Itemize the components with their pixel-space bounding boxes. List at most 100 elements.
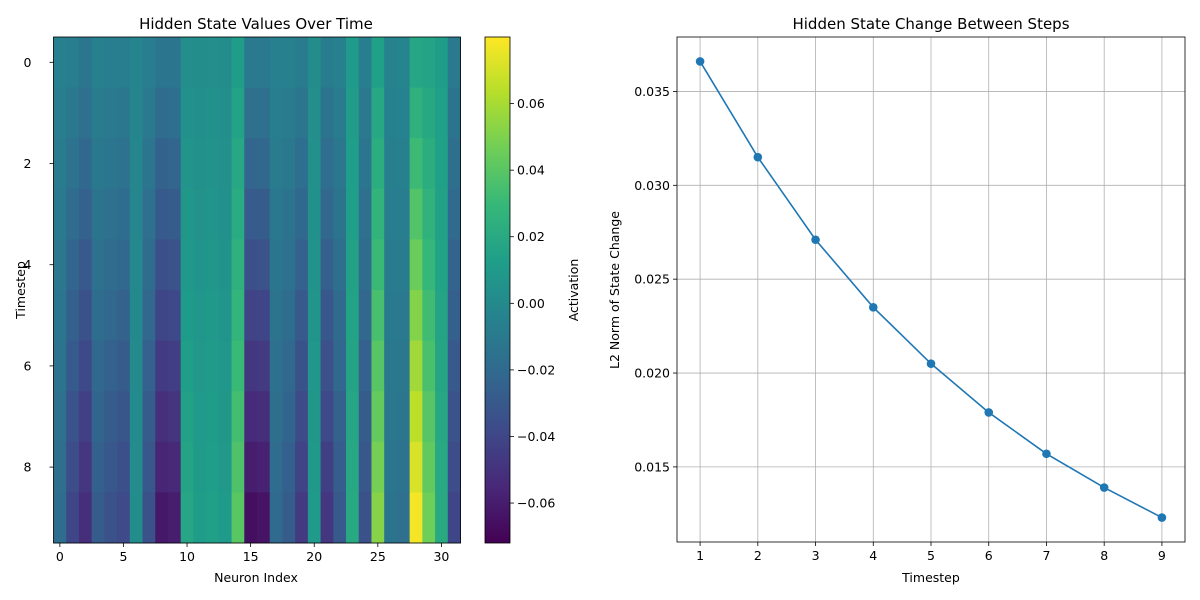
heatmap-cell: [180, 37, 194, 88]
heatmap-cell: [307, 188, 321, 240]
line-point: [811, 235, 820, 245]
heatmap-cell: [422, 340, 436, 392]
heatmap-cell: [320, 492, 334, 544]
heatmap-cell: [346, 340, 360, 392]
heatmap-cell: [218, 290, 232, 341]
heatmap-cell: [193, 492, 207, 544]
heatmap-cell: [117, 87, 131, 139]
colorbar: 0.06 0.04 0.02 0.00 −0.02 −0.04 −0.06 Activati…: [484, 36, 581, 544]
heatmap-cell: [447, 138, 461, 190]
heatmap-frame: [53, 36, 461, 544]
heatmap-cell: [244, 138, 258, 190]
heatmap-cell: [206, 87, 220, 139]
heatmap-cell: [435, 340, 449, 392]
heatmap-cell: [422, 441, 436, 493]
heatmap-cell: [91, 138, 105, 190]
heatmap-cell: [295, 391, 309, 443]
heatmap-cell: [435, 239, 449, 291]
heatmap-cell: [180, 138, 194, 190]
heatmap-cell: [396, 239, 411, 291]
line-x-tick-label: 3: [812, 548, 820, 563]
heatmap-cell: [91, 37, 105, 88]
heatmap-cell: [358, 492, 372, 544]
heatmap-cell: [396, 290, 411, 341]
heatmap-cell: [244, 340, 258, 392]
heatmap-cell: [333, 441, 347, 493]
line-frame: [676, 36, 1186, 543]
line-point: [1157, 513, 1167, 522]
heatmap-cell: [447, 391, 461, 443]
heatmap-cell: [346, 37, 360, 88]
heatmap-cell: [206, 391, 220, 443]
heatmap-cell: [117, 239, 131, 291]
heatmap-cell: [218, 37, 232, 88]
heatmap-cell: [257, 441, 271, 493]
line-grid: [677, 37, 1185, 542]
heatmap-cell: [320, 391, 334, 443]
line-x-tick-label: 6: [985, 548, 993, 563]
heatmap-cell: [346, 138, 360, 190]
line-x-tick-label: 1: [696, 548, 704, 563]
colorbar-tick-label: 0.00: [517, 296, 545, 311]
heatmap-cell: [53, 290, 67, 341]
heatmap-cell: [320, 37, 334, 88]
heatmap-cell: [447, 87, 461, 139]
heatmap-cell: [257, 87, 271, 139]
heatmap-cell: [193, 239, 207, 291]
heatmap-cell: [282, 239, 296, 291]
line-y-label: L2 Norm of State Change: [607, 211, 622, 369]
heatmap-cell: [206, 441, 220, 493]
heatmap-x-label: Neuron Index: [214, 570, 298, 585]
heatmap-cell: [333, 138, 347, 190]
heatmap-cell: [78, 37, 93, 88]
heatmap-cell: [129, 340, 143, 392]
heatmap-x-ticks: 0 5 10 15 20 25 30: [56, 543, 449, 564]
heatmap-cell: [384, 138, 398, 190]
line-point: [868, 303, 878, 312]
heatmap-cell: [346, 391, 360, 443]
heatmap-cell: [129, 37, 143, 88]
colorbar-tick-label: 0.02: [517, 229, 545, 244]
heatmap-cell: [371, 87, 385, 139]
heatmap-cell: [435, 37, 449, 88]
heatmap-cell: [180, 492, 194, 544]
heatmap-cell: [117, 340, 131, 392]
heatmap-cell: [333, 87, 347, 139]
heatmap-cell: [66, 188, 80, 240]
heatmap-cell: [409, 340, 423, 392]
line-y-ticks: 0.035 0.030 0.025 0.020 0.015: [634, 84, 677, 474]
colorbar-label: Activation: [566, 259, 581, 322]
heatmap-cell: [117, 37, 131, 88]
heatmap-cell: [346, 239, 360, 291]
heatmap-cell: [66, 239, 80, 291]
heatmap-cell: [180, 290, 194, 341]
heatmap-cell: [167, 138, 182, 190]
heatmap-cell: [193, 391, 207, 443]
heatmap-cell: [282, 290, 296, 341]
line-points: [695, 57, 1167, 522]
heatmap-cell: [257, 340, 271, 392]
heatmap-cell: [244, 239, 258, 291]
heatmap-cell: [371, 37, 385, 88]
heatmap-cell: [333, 188, 347, 240]
heatmap-cell: [371, 391, 385, 443]
heatmap-cell: [257, 239, 271, 291]
heatmap-cell: [295, 37, 309, 88]
line-x-tick-label: 8: [1100, 548, 1108, 563]
line-point: [695, 57, 705, 66]
heatmap-cell: [295, 441, 309, 493]
heatmap-y-tick-label: 6: [24, 358, 32, 373]
heatmap-cell: [435, 391, 449, 443]
heatmap-cell: [78, 391, 93, 443]
heatmap-cell: [371, 239, 385, 291]
heatmap-cell: [193, 340, 207, 392]
heatmap-cell: [193, 441, 207, 493]
heatmap-x-tick-label: 15: [243, 549, 259, 564]
heatmap-cell: [269, 290, 283, 341]
heatmap-cell: [218, 239, 232, 291]
line-x-tick-label: 2: [754, 548, 762, 563]
heatmap-cell: [282, 340, 296, 392]
heatmap-cell: [409, 138, 423, 190]
line-point: [984, 408, 994, 417]
heatmap-cell: [231, 138, 245, 190]
